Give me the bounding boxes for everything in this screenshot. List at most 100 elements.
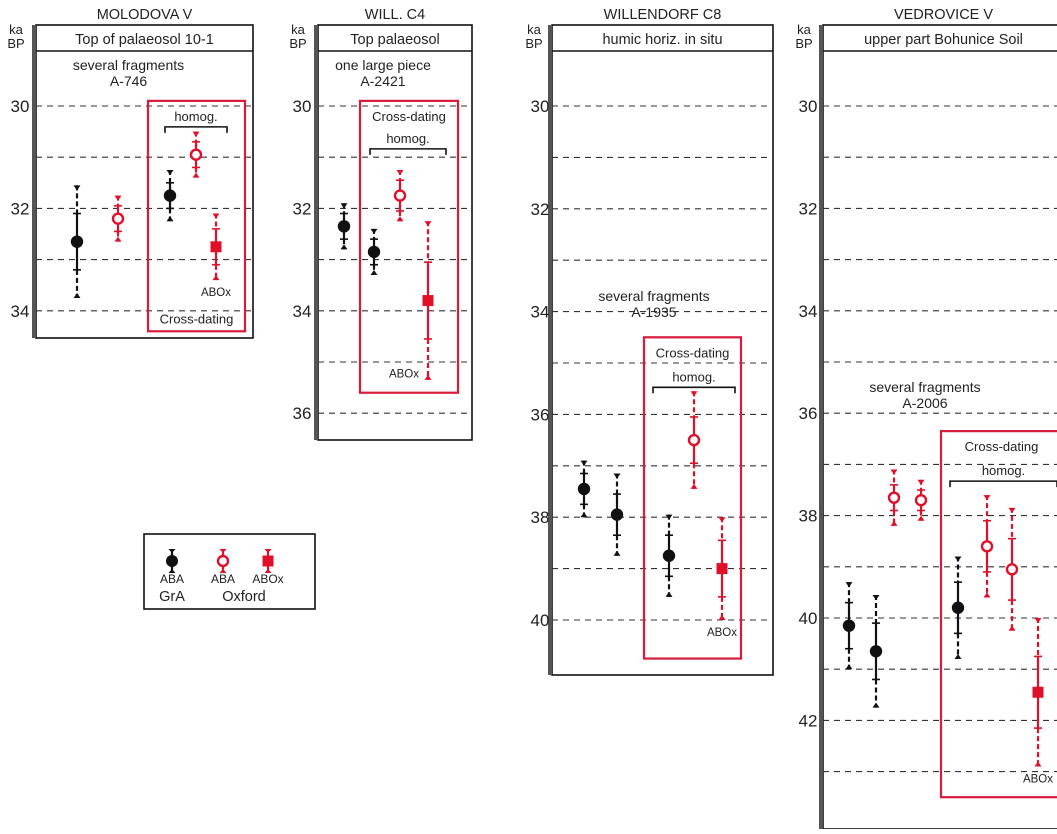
data-point-gra-aba [610, 508, 624, 521]
sample-lab-code: A-1935 [631, 304, 676, 320]
error-bar-arrow-top [580, 460, 588, 466]
legend: ABA ABA ABOx GrA Oxford [143, 533, 316, 610]
data-point-abox-square [716, 563, 728, 575]
y-tick-label: 40 [799, 609, 818, 628]
panel-site-title: MOLODOVA V [97, 7, 193, 23]
data-point-gra-aba [951, 601, 965, 614]
error-bar-arrow-bottom [370, 269, 378, 275]
cross-dating-box [146, 99, 247, 333]
error-bar-arrow-bottom [580, 512, 588, 518]
error-bar-arrow-bottom [872, 702, 880, 708]
data-point-abox-square [1032, 686, 1044, 698]
error-bar-arrow-bottom [845, 664, 853, 670]
data-point-group [842, 582, 856, 670]
error-bar-arrow-top [872, 594, 880, 600]
panel-context-header: Top of palaeosol 10-1 [75, 32, 214, 48]
data-point-group [393, 170, 407, 222]
axis-unit-bp: BP [7, 36, 24, 51]
legend-arrow-top [168, 549, 176, 553]
panel-axis-strip [819, 25, 823, 829]
cross-dating-box [939, 430, 1057, 799]
legend-group-gra: GrA [159, 589, 185, 605]
sample-lab-code: A-2006 [902, 395, 947, 411]
data-point-gra-aba [367, 245, 381, 259]
legend-arrow-bottom [219, 569, 227, 573]
homog-label: homog. [174, 109, 217, 124]
error-bar-arrow-bottom [396, 216, 404, 222]
legend-arrow-top [264, 549, 272, 553]
homog-bracket [369, 148, 447, 155]
panel-axis-strip [32, 25, 36, 338]
data-point-gra-aba [337, 220, 351, 233]
error-bar-arrow-bottom [613, 550, 621, 556]
data-point-abox-square [210, 241, 222, 253]
y-tick-label: 32 [531, 200, 550, 219]
sample-lab-code: A-2421 [360, 73, 405, 89]
panel-context-header: upper part Bohunice Soil [864, 32, 1023, 48]
cross-dating-box [642, 336, 743, 660]
data-point-oxford-aba [914, 494, 928, 507]
homog-bracket [652, 386, 736, 394]
y-tick-label: 30 [293, 97, 312, 116]
homog-bracket [164, 126, 228, 133]
error-bar-arrow-top [73, 185, 81, 191]
data-point-group [337, 203, 351, 250]
y-tick-label: 32 [293, 199, 312, 218]
error-bar-arrow-top [718, 517, 726, 523]
data-point-oxford-aba [980, 540, 994, 553]
data-point-group [716, 517, 728, 620]
homog-label: homog. [386, 131, 429, 146]
data-point-group [111, 195, 125, 242]
error-bar-arrow-top [192, 131, 200, 137]
legend-arrow-top [219, 549, 227, 553]
legend-marker-square [262, 555, 274, 567]
legend-arrow-bottom [168, 569, 176, 573]
axis-unit-bp: BP [795, 36, 812, 51]
data-point-group [869, 594, 883, 708]
y-tick-label: 40 [531, 611, 550, 630]
data-point-group [1005, 507, 1019, 631]
error-bar-arrow-bottom [954, 653, 962, 659]
error-bar-arrow-bottom [192, 172, 200, 178]
error-bar-arrow-top [917, 479, 925, 485]
data-point-gra-aba [577, 482, 591, 496]
error-bar-arrow-bottom [983, 592, 991, 598]
y-tick-label: 30 [531, 97, 550, 116]
error-bar-arrow-top [690, 391, 698, 397]
legend-group-oxford: Oxford [222, 589, 266, 605]
data-point-group [367, 228, 381, 275]
data-point-group [210, 213, 222, 281]
panel-site-title: WILL. C4 [365, 7, 425, 23]
error-bar-arrow-bottom [1008, 625, 1016, 631]
data-point-group [1032, 618, 1044, 767]
data-point-oxford-aba [1005, 563, 1019, 576]
data-point-group [70, 185, 84, 298]
data-point-group [980, 495, 994, 598]
y-tick-label: 34 [531, 303, 550, 322]
sample-description: several fragments [73, 57, 184, 73]
data-point-group [610, 473, 624, 556]
error-bar-arrow-bottom [1034, 761, 1042, 767]
axis-unit-bp: BP [289, 36, 306, 51]
legend-item-1: ABA [160, 549, 184, 586]
error-bar-arrow-bottom [166, 216, 174, 222]
cross-dating-label: Cross-dating [656, 345, 730, 360]
data-point-oxford-aba [887, 491, 901, 504]
y-tick-label: 30 [11, 97, 30, 116]
panel-context-header: Top palaeosol [350, 32, 440, 48]
error-bar-arrow-top [340, 203, 348, 209]
panel-context-header: humic horiz. in situ [602, 32, 722, 48]
abox-label: ABOx [707, 627, 737, 639]
error-bar-arrow-bottom [212, 275, 220, 281]
sample-lab-code: A-746 [110, 73, 148, 89]
panel-site-title: WILLENDORF C8 [604, 7, 722, 23]
data-point-gra-aba [869, 645, 883, 658]
data-point-gra-aba [842, 619, 856, 632]
data-point-oxford-aba [393, 189, 407, 202]
error-bar-arrow-bottom [917, 515, 925, 521]
homog-label: homog. [672, 369, 715, 384]
legend-item-label: ABA [160, 572, 184, 586]
y-tick-label: 42 [799, 711, 818, 730]
